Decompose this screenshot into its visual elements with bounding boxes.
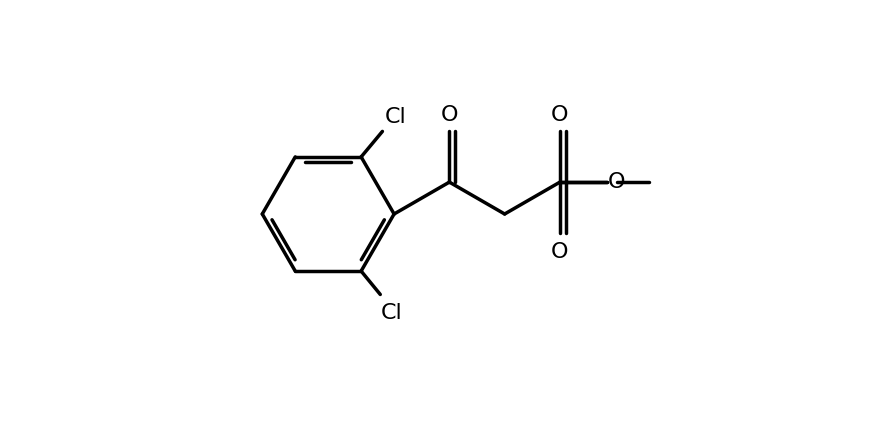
Text: O: O — [608, 172, 625, 192]
Text: Cl: Cl — [385, 107, 407, 127]
Text: O: O — [440, 105, 458, 125]
Text: O: O — [551, 243, 569, 262]
Text: Cl: Cl — [380, 303, 402, 323]
Text: O: O — [551, 105, 569, 125]
